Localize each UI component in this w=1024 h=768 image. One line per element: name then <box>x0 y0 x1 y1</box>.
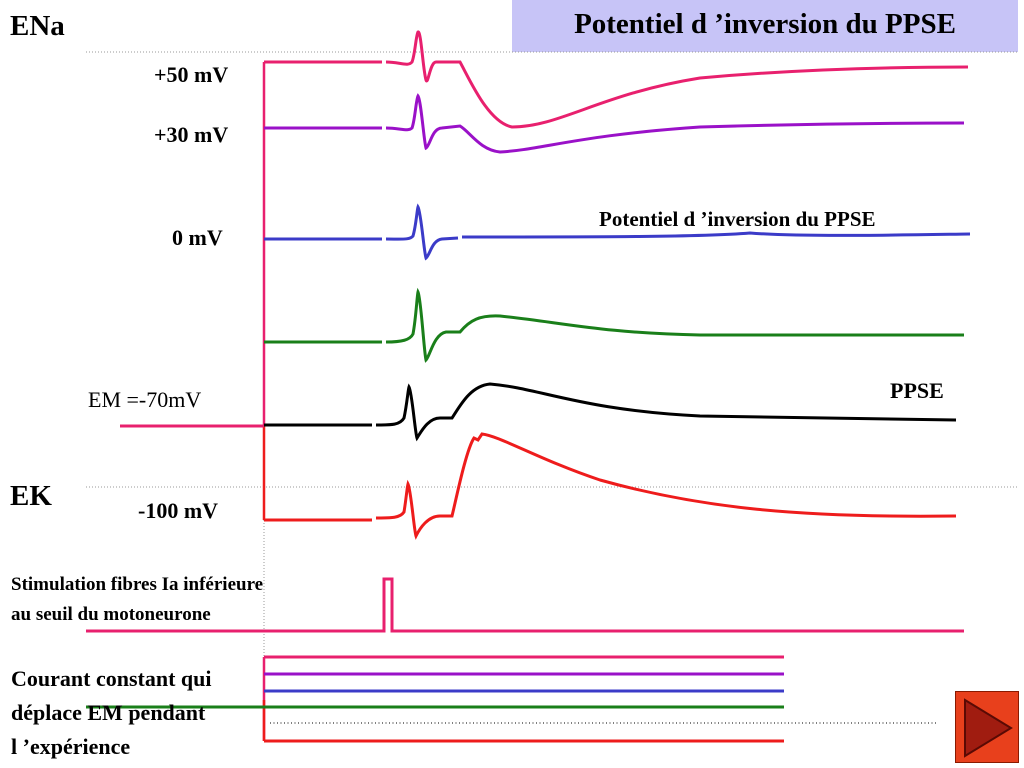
trace-minus-100mv <box>264 432 957 540</box>
current-label-line1: Courant constant qui <box>11 666 212 691</box>
play-triangle-icon <box>964 698 1013 758</box>
voltage-label-zero: 0 mV <box>172 225 223 250</box>
voltage-label-minus-100: -100 mV <box>138 498 219 523</box>
page-title: Potentiel d ’inversion du PPSE <box>574 8 956 40</box>
stimulation-label-line2: au seuil du motoneurone <box>11 604 211 625</box>
ppse-label: PPSE <box>890 378 944 403</box>
ek-label: EK <box>10 480 52 512</box>
stimulation-label-line1: Stimulation fibres Ia inférieure <box>11 574 264 595</box>
trace-plus-50mv <box>264 30 969 129</box>
current-label-line3: l ’expérience <box>11 734 131 759</box>
voltage-label-plus-50: +50 mV <box>154 62 229 87</box>
current-label-line2: déplace EM pendant <box>11 700 206 725</box>
voltage-label-plus-30: +30 mV <box>154 122 229 147</box>
trace-plus-30mv <box>264 93 965 154</box>
next-slide-button[interactable] <box>955 691 1019 763</box>
trace-em-70mv <box>264 382 957 442</box>
trace-green <box>264 287 964 363</box>
reversal-potential-label: Potentiel d ’inversion du PPSE <box>599 207 876 231</box>
title-banner: Potentiel d ’inversion du PPSE <box>512 0 1018 52</box>
trace-0mv <box>264 203 971 261</box>
stimulation-pulse-trace <box>86 577 964 633</box>
ena-label: ENa <box>10 10 65 42</box>
em-label: EM =-70mV <box>88 387 202 412</box>
